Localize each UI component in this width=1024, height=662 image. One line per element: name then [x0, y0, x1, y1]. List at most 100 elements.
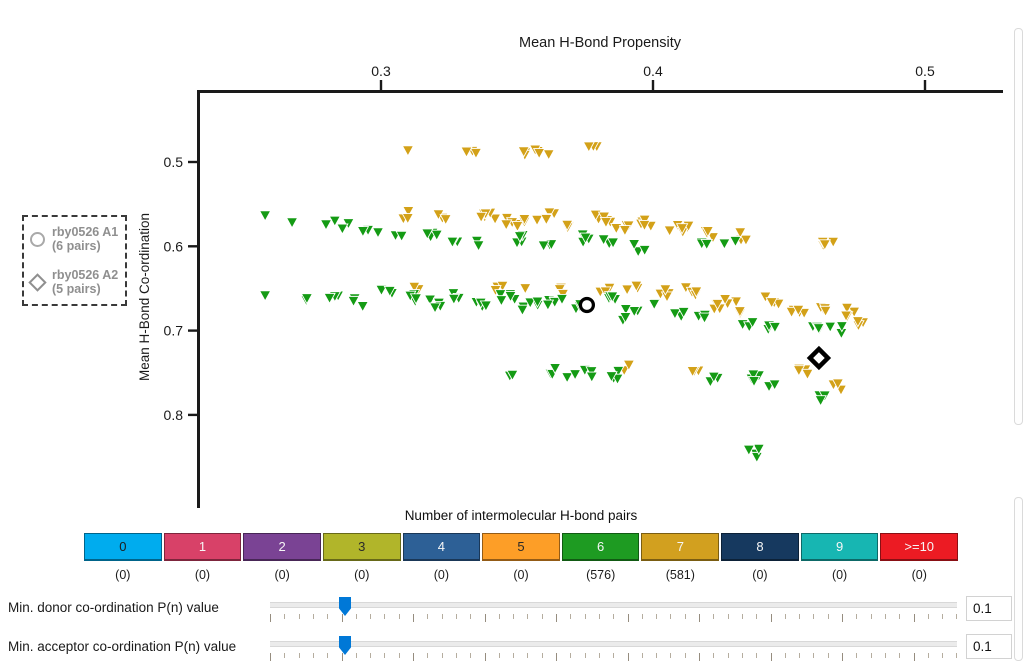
data-point-triangle[interactable]	[706, 232, 720, 244]
data-point-triangle[interactable]	[560, 219, 574, 232]
min-donor-slider-track[interactable]	[270, 602, 957, 608]
data-point-triangle[interactable]	[747, 369, 760, 381]
data-point-triangle[interactable]	[765, 297, 778, 309]
data-point-triangle[interactable]	[818, 239, 832, 251]
data-point-triangle[interactable]	[469, 147, 483, 160]
data-point-triangle[interactable]	[619, 304, 633, 316]
data-point-triangle[interactable]	[742, 444, 756, 457]
min-donor-value-input[interactable]	[966, 596, 1012, 621]
data-point-triangle[interactable]	[606, 291, 619, 303]
data-point-triangle[interactable]	[300, 293, 314, 305]
data-point-triangle[interactable]	[383, 285, 397, 298]
data-point-triangle[interactable]	[428, 302, 442, 314]
data-point-triangle[interactable]	[638, 244, 651, 257]
data-point-triangle[interactable]	[620, 284, 634, 296]
data-point-triangle[interactable]	[347, 295, 360, 308]
data-point-triangle[interactable]	[319, 219, 333, 231]
data-point-triangle[interactable]	[402, 206, 415, 218]
data-point-triangle[interactable]	[375, 284, 388, 297]
data-point-triangle[interactable]	[814, 395, 827, 407]
data-point-triangle[interactable]	[752, 443, 766, 456]
data-point-triangle[interactable]	[328, 215, 342, 228]
data-point-triangle[interactable]	[472, 240, 485, 252]
data-point-triangle[interactable]	[517, 146, 530, 158]
data-point-triangle[interactable]	[430, 229, 444, 242]
data-point-triangle[interactable]	[518, 214, 531, 226]
data-point-triangle[interactable]	[585, 371, 599, 383]
data-point-triangle[interactable]	[718, 238, 731, 250]
data-point-triangle[interactable]	[701, 226, 715, 238]
data-point-triangle[interactable]	[258, 210, 272, 222]
data-point-triangle[interactable]	[356, 226, 370, 238]
data-point-triangle[interactable]	[823, 321, 837, 334]
data-point-triangle[interactable]	[519, 283, 532, 295]
data-point-triangle[interactable]	[718, 294, 732, 306]
data-point-triangle[interactable]	[801, 368, 814, 381]
data-point-triangle[interactable]	[663, 225, 676, 237]
data-point-triangle[interactable]	[610, 223, 623, 235]
data-point-triangle[interactable]	[356, 301, 369, 313]
data-point-triangle[interactable]	[408, 281, 421, 294]
data-point-triangle[interactable]	[371, 227, 385, 239]
data-point-triangle[interactable]	[819, 305, 832, 318]
scrollbar-upper-segment[interactable]	[1014, 28, 1023, 425]
data-point-triangle[interactable]	[423, 294, 437, 307]
data-point-triangle[interactable]	[733, 306, 747, 318]
data-point-triangle[interactable]	[605, 371, 618, 383]
data-point-triangle[interactable]	[729, 296, 743, 308]
data-point-triangle[interactable]	[479, 300, 493, 312]
data-point-triangle[interactable]	[336, 223, 349, 235]
data-point-triangle[interactable]	[460, 146, 473, 159]
data-point-triangle[interactable]	[677, 306, 690, 319]
data-point-triangle[interactable]	[560, 372, 574, 384]
data-point-triangle[interactable]	[698, 312, 711, 325]
data-point-triangle[interactable]	[739, 234, 753, 247]
data-point-triangle[interactable]	[516, 304, 529, 317]
scrollbar-lower-segment[interactable]	[1014, 497, 1023, 661]
data-point-triangle[interactable]	[523, 297, 537, 309]
data-point-triangle[interactable]	[531, 296, 544, 308]
data-point-triangle[interactable]	[446, 236, 459, 249]
data-point-triangle[interactable]	[511, 220, 524, 233]
data-point-triangle[interactable]	[506, 369, 519, 382]
data-point-triangle[interactable]	[568, 369, 582, 381]
data-point-triangle[interactable]	[831, 378, 845, 390]
data-point-triangle[interactable]	[768, 322, 782, 334]
data-point-triangle[interactable]	[597, 234, 610, 246]
data-point-triangle[interactable]	[746, 317, 759, 329]
data-point-triangle[interactable]	[395, 230, 408, 243]
data-point-triangle[interactable]	[772, 298, 785, 311]
data-point-triangle[interactable]	[835, 321, 849, 333]
data-point-triangle[interactable]	[638, 220, 651, 232]
data-point-triangle[interactable]	[541, 299, 555, 312]
data-point-triangle[interactable]	[499, 219, 513, 231]
data-point-triangle[interactable]	[647, 299, 661, 311]
data-point-triangle[interactable]	[792, 365, 806, 377]
data-point-triangle[interactable]	[659, 284, 672, 296]
highlight-marker-diamond-a2[interactable]	[806, 345, 832, 371]
data-point-triangle[interactable]	[542, 149, 555, 161]
data-point-triangle[interactable]	[495, 295, 508, 307]
data-point-triangle[interactable]	[668, 308, 682, 320]
data-point-triangle[interactable]	[630, 280, 643, 293]
data-point-triangle[interactable]	[530, 214, 544, 227]
data-point-triangle[interactable]	[812, 323, 825, 335]
data-point-triangle[interactable]	[628, 306, 641, 318]
data-point-triangle[interactable]	[792, 304, 805, 317]
data-point-triangle[interactable]	[690, 286, 703, 298]
data-point-triangle[interactable]	[622, 359, 636, 372]
data-point-triangle[interactable]	[323, 292, 336, 305]
data-point-triangle[interactable]	[488, 213, 502, 225]
data-point-triangle[interactable]	[747, 375, 761, 388]
min-acceptor-value-input[interactable]	[966, 634, 1012, 659]
data-point-triangle[interactable]	[421, 228, 434, 240]
data-point-triangle[interactable]	[540, 214, 553, 226]
data-point-triangle[interactable]	[579, 232, 592, 244]
data-point-triangle[interactable]	[582, 141, 596, 153]
data-point-triangle[interactable]	[447, 293, 461, 306]
data-point-triangle[interactable]	[750, 451, 764, 464]
min-donor-slider-handle[interactable]	[339, 597, 351, 616]
data-point-triangle[interactable]	[618, 225, 632, 237]
data-point-triangle[interactable]	[439, 214, 452, 226]
data-point-triangle[interactable]	[548, 363, 562, 375]
